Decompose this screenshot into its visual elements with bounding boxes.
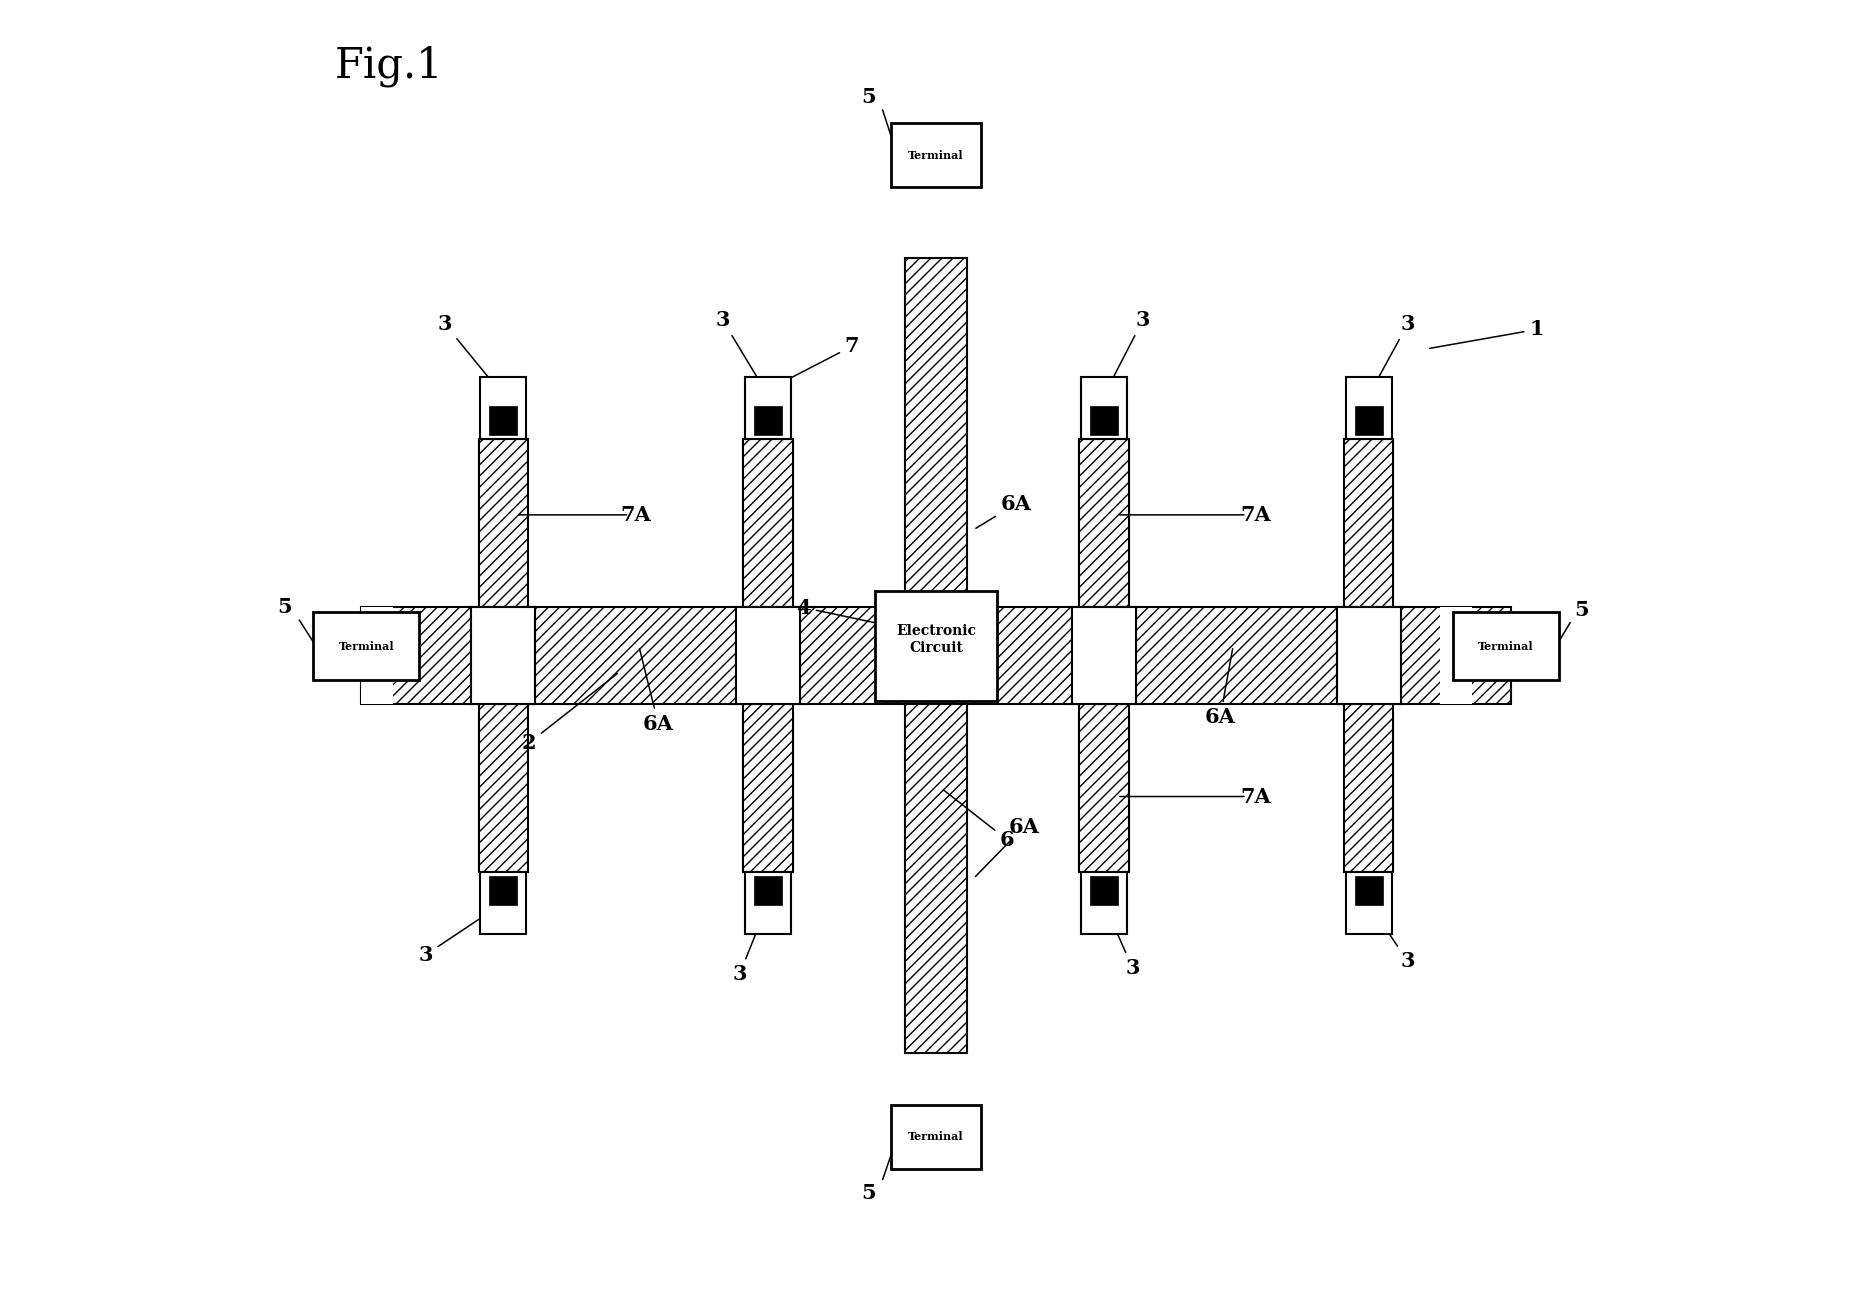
Text: 3: 3	[1104, 310, 1149, 393]
Bar	[745, 377, 792, 439]
Text: 6A: 6A	[975, 817, 1039, 876]
Bar	[361, 607, 393, 704]
Text: Terminal: Terminal	[908, 1132, 964, 1142]
Bar	[489, 407, 517, 435]
Bar	[472, 607, 535, 704]
Text: 6A: 6A	[975, 494, 1031, 528]
Bar	[904, 258, 968, 607]
Bar	[874, 592, 998, 700]
Text: 3: 3	[438, 314, 502, 393]
Bar	[1080, 704, 1129, 872]
Bar	[1071, 607, 1136, 704]
Bar	[1071, 607, 1136, 704]
Bar	[1344, 704, 1393, 872]
Text: Terminal: Terminal	[1479, 641, 1533, 651]
Text: 5: 5	[1574, 599, 1589, 620]
Text: Fig.1: Fig.1	[335, 45, 444, 88]
Text: 6A: 6A	[1206, 649, 1236, 727]
Text: 3: 3	[1370, 314, 1415, 393]
Bar	[736, 607, 801, 704]
Bar	[1440, 607, 1471, 704]
Text: Electronic
Circuit: Electronic Circuit	[897, 624, 975, 655]
Bar	[1337, 607, 1400, 704]
Bar	[1453, 612, 1559, 680]
Bar	[1346, 872, 1393, 934]
Bar	[891, 1105, 981, 1169]
Text: 5: 5	[277, 597, 292, 618]
Text: 3: 3	[1104, 906, 1140, 978]
Text: 1: 1	[1430, 319, 1544, 349]
Bar	[1080, 377, 1127, 439]
Text: Terminal: Terminal	[339, 641, 393, 651]
Bar	[313, 612, 419, 680]
Text: 5: 5	[861, 1182, 876, 1203]
Bar	[743, 439, 792, 607]
Text: 7: 7	[771, 336, 859, 389]
Text: 6: 6	[943, 789, 1015, 850]
Text: 4: 4	[796, 598, 878, 624]
Bar	[1090, 876, 1118, 904]
Bar	[754, 407, 782, 435]
Bar	[361, 607, 1511, 704]
Text: 3: 3	[419, 904, 502, 965]
Bar	[1080, 439, 1129, 607]
Text: 5: 5	[861, 87, 876, 107]
Bar	[1346, 377, 1393, 439]
Bar	[1355, 407, 1383, 435]
Bar	[745, 872, 792, 934]
Bar	[489, 876, 517, 904]
Bar	[1337, 607, 1400, 704]
Bar	[736, 607, 801, 704]
Text: 3: 3	[732, 906, 768, 985]
Bar	[472, 607, 535, 704]
Bar	[1090, 407, 1118, 435]
Bar	[479, 377, 526, 439]
Bar	[1344, 439, 1393, 607]
Text: 7A: 7A	[1241, 505, 1271, 525]
Bar	[904, 704, 968, 1053]
Text: 3: 3	[715, 310, 768, 393]
Bar	[1355, 876, 1383, 904]
Bar	[754, 876, 782, 904]
Text: Terminal: Terminal	[908, 150, 964, 160]
Text: 3: 3	[1370, 906, 1415, 972]
Bar	[479, 704, 528, 872]
Text: 7A: 7A	[1241, 787, 1271, 806]
Bar	[479, 439, 528, 607]
Text: 6A: 6A	[640, 649, 674, 734]
Text: 7A: 7A	[620, 505, 651, 525]
Bar	[891, 123, 981, 187]
Bar	[1080, 872, 1127, 934]
Bar	[479, 872, 526, 934]
Bar	[743, 704, 792, 872]
Text: 2: 2	[522, 673, 618, 753]
